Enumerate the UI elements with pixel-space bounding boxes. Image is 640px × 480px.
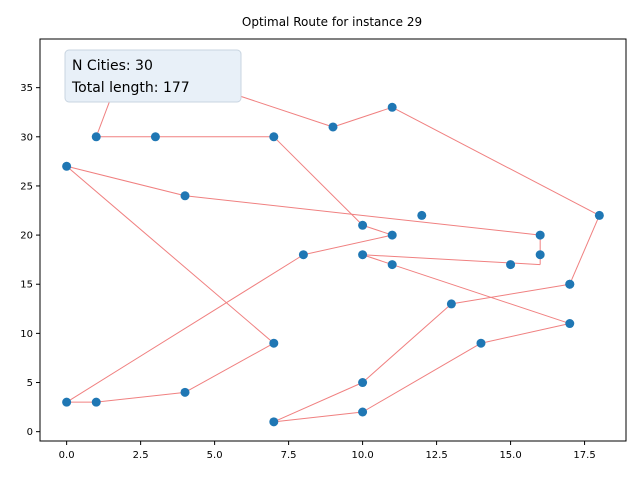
route-segment xyxy=(273,411,363,423)
y-tick-label: 0 xyxy=(27,427,33,438)
plot-frame xyxy=(39,38,627,442)
legend-annotation: N Cities: 30 Total length: 177 xyxy=(64,49,242,103)
x-axis-ticks: 0.0 2.5 5.0 7.5 10.0 12.5 15.0 17.5 xyxy=(59,441,596,461)
route-segment xyxy=(451,283,570,305)
city-point xyxy=(387,260,397,270)
route-segment xyxy=(66,254,304,403)
city-point xyxy=(62,397,72,407)
city-point xyxy=(506,260,516,270)
route-segment xyxy=(96,391,186,403)
city-point xyxy=(476,338,486,348)
route-segment xyxy=(273,382,363,423)
city-point xyxy=(535,230,545,240)
annotation-cities: N Cities: 30 xyxy=(72,58,153,74)
route-segment xyxy=(362,303,452,383)
route-segment xyxy=(184,195,541,236)
city-points xyxy=(62,53,604,427)
route-lines xyxy=(66,57,600,423)
x-tick-label: 15.0 xyxy=(499,450,521,461)
city-point xyxy=(446,299,456,309)
route-segment xyxy=(66,165,275,344)
city-point xyxy=(387,230,397,240)
route-segment xyxy=(303,234,393,256)
x-tick-label: 5.0 xyxy=(207,450,223,461)
city-point xyxy=(298,250,308,260)
city-point xyxy=(417,210,427,220)
city-point xyxy=(565,319,575,329)
city-point xyxy=(269,338,279,348)
y-tick-label: 5 xyxy=(27,378,33,389)
city-point xyxy=(91,397,101,407)
route-segment xyxy=(184,342,275,393)
city-point xyxy=(358,250,368,260)
y-tick-label: 35 xyxy=(20,83,33,94)
city-point xyxy=(328,122,338,132)
city-point xyxy=(269,417,279,427)
route-segment xyxy=(391,106,600,216)
route-segment xyxy=(66,165,186,197)
city-point xyxy=(180,191,190,201)
route-segment xyxy=(362,254,393,266)
annotation-length: Total length: 177 xyxy=(71,80,190,96)
y-tick-label: 15 xyxy=(20,280,33,291)
y-tick-label: 25 xyxy=(20,181,33,192)
route-segment xyxy=(273,136,363,226)
x-tick-label: 10.0 xyxy=(351,450,373,461)
route-segment xyxy=(332,106,393,128)
y-tick-label: 20 xyxy=(20,231,33,242)
route-segment xyxy=(569,215,600,285)
annotation-box xyxy=(64,49,242,103)
city-point xyxy=(358,407,368,417)
city-point xyxy=(91,132,101,142)
chart-title: Optimal Route for instance 29 xyxy=(242,15,422,29)
route-segment xyxy=(480,323,570,344)
city-point xyxy=(358,378,368,388)
route-segment xyxy=(392,264,570,325)
x-tick-label: 0.0 xyxy=(59,450,75,461)
city-point xyxy=(150,132,160,142)
city-point xyxy=(535,250,545,260)
x-tick-label: 2.5 xyxy=(133,450,149,461)
city-point xyxy=(180,387,190,397)
route-segment xyxy=(362,342,482,413)
x-tick-label: 7.5 xyxy=(281,450,297,461)
route-segment xyxy=(362,224,393,236)
city-point xyxy=(594,210,604,220)
y-tick-label: 30 xyxy=(20,132,33,143)
city-point xyxy=(358,220,368,230)
y-tick-label: 10 xyxy=(20,329,33,340)
city-point xyxy=(387,102,397,112)
city-point xyxy=(62,161,72,171)
city-point xyxy=(565,279,575,289)
y-axis-ticks: 0 5 10 15 20 25 30 35 xyxy=(20,83,40,438)
x-tick-label: 12.5 xyxy=(425,450,447,461)
x-tick-label: 17.5 xyxy=(573,450,595,461)
city-point xyxy=(269,132,279,142)
